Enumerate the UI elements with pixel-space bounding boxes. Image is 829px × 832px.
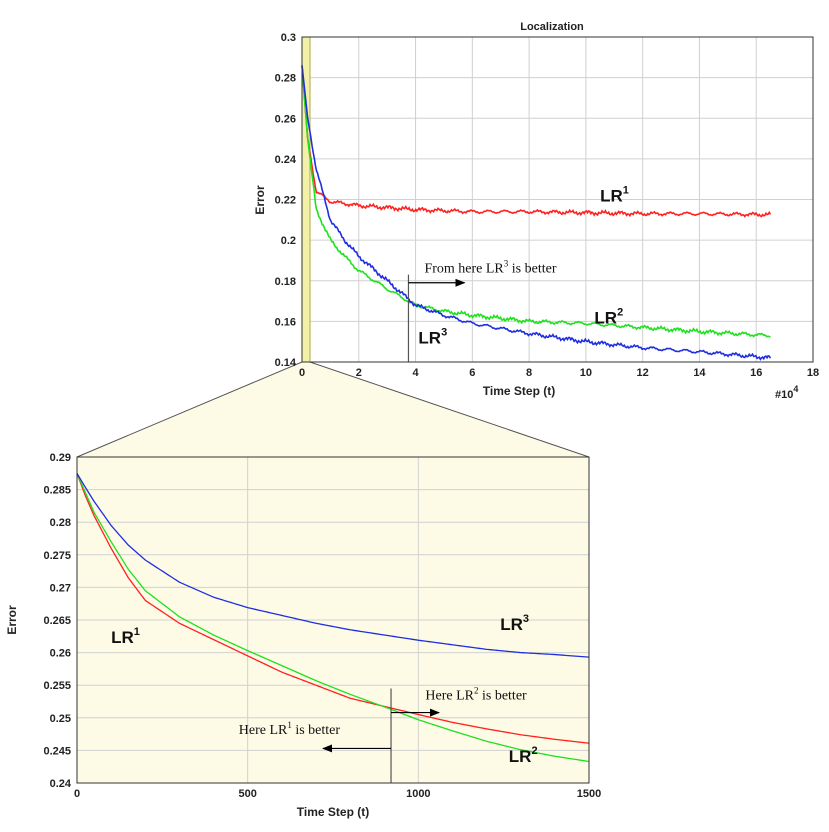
top-y-ticks: 0.14 0.16 0.18 0.2 0.22 0.24 0.26 0.28 0.3 [275,32,297,369]
bot-y-tick-7: 0.275 [43,550,71,562]
bot-y-tick-6: 0.27 [50,582,71,594]
bot-label-lr3: LR3 [500,613,529,634]
bot-y-tick-2: 0.25 [50,713,71,725]
top-x-tick-1: 2 [356,367,362,379]
bot-label-lr1-base: LR [111,628,134,647]
top-label-lr3-sup: 3 [441,327,447,339]
top-x-tick-6: 12 [637,367,649,379]
bot-y-tick-4: 0.26 [50,648,71,660]
bottom-x-ticks: 0 500 1000 1500 [74,788,601,800]
bot-label-lr1-sup: 1 [134,626,140,638]
top-y-tick-2: 0.18 [275,276,296,288]
bottom-annotation-1-post: is better [478,689,527,704]
bot-y-tick-0: 0.24 [50,778,72,790]
bottom-grid [76,456,590,784]
top-series-group [301,65,772,361]
top-label-lr1-base: LR [600,187,623,206]
bottom-x-axis-label: Time Step (t) [297,805,369,819]
bottom-chart: Here LR2 is better Here LR1 is better LR… [5,452,601,819]
bot-label-lr3-sup: 3 [523,613,529,625]
top-y-axis-label: Error [253,185,267,215]
bot-label-lr1: LR1 [111,626,140,647]
bottom-plot-frame [76,456,590,784]
top-annotation-post: is better [508,262,557,277]
top-label-lr2-sup: 2 [617,306,623,318]
top-label-lr2: LR2 [594,306,623,327]
top-y-tick-8: 0.3 [281,32,296,44]
zoom-wedge [76,361,590,458]
bottom-y-axis-label: Error [5,605,19,635]
bot-y-tick-10: 0.29 [50,452,71,464]
top-label-lr2-base: LR [594,308,617,327]
top-x-tick-5: 10 [580,367,592,379]
top-plot-frame [301,36,814,363]
top-x-tick-4: 8 [526,367,532,379]
top-y-tick-4: 0.22 [275,195,296,207]
top-x-tick-9: 18 [807,367,819,379]
top-x-ticks: 0 2 4 6 8 10 12 14 16 18 [299,367,819,379]
bot-y-tick-3: 0.255 [43,680,71,692]
top-x-multiplier-base: #10 [775,389,793,401]
top-annotation-sup: 3 [504,259,509,269]
bot-x-tick-0: 0 [74,788,80,800]
bot-x-tick-3: 1500 [577,788,601,800]
bot-label-lr2-base: LR [509,747,532,766]
top-series-lr1 [301,65,772,218]
bottom-y-ticks: 0.24 0.245 0.25 0.255 0.26 0.265 0.27 0.275 0.28… [43,452,71,790]
bot-label-lr2-sup: 2 [531,745,537,757]
top-label-lr3: LR3 [418,327,447,348]
bottom-annotation-text-2: Here LR1 is better [239,720,341,738]
top-x-multiplier-exp: 4 [793,384,798,394]
bot-x-tick-2: 1000 [406,788,430,800]
top-y-tick-5: 0.24 [275,154,297,166]
top-label-lr1-sup: 1 [623,185,629,197]
bottom-annotation-1-pre: Here LR [425,689,474,704]
top-label-lr3-base: LR [418,329,441,348]
top-x-axis-label: Time Step (t) [483,384,555,398]
top-chart-title: Localization [520,21,584,33]
top-annotation-text: From here LR3 is better [424,259,556,277]
bot-y-tick-5: 0.265 [43,615,71,627]
bot-label-lr2: LR2 [509,745,538,766]
bot-series-lr3 [76,472,590,658]
top-y-tick-3: 0.2 [281,235,296,247]
bot-y-tick-1: 0.245 [43,745,71,757]
bottom-annotation-text-1: Here LR2 is better [425,686,527,704]
top-x-tick-8: 16 [750,367,762,379]
top-y-tick-7: 0.28 [275,73,296,85]
bot-label-lr3-base: LR [500,615,523,634]
bottom-annotation-2-sup: 1 [287,720,292,730]
top-x-tick-0: 0 [299,367,305,379]
top-annotation-pre: From here LR [424,262,504,277]
top-y-tick-6: 0.26 [275,113,296,125]
top-x-tick-2: 4 [412,367,419,379]
top-x-tick-3: 6 [469,367,475,379]
bot-x-tick-1: 500 [238,788,256,800]
bottom-annotation-1-sup: 2 [474,686,479,696]
bot-series-lr2 [76,473,590,763]
top-series-lr2 [301,65,771,338]
top-x-multiplier: #104 [775,384,798,401]
top-series-lr3 [301,65,772,361]
bot-series-lr1 [76,473,590,744]
top-y-tick-1: 0.16 [275,316,296,328]
top-y-tick-0: 0.14 [275,357,297,369]
bot-y-tick-8: 0.28 [50,517,71,529]
bottom-annotation-2-post: is better [292,723,341,738]
top-label-lr1: LR1 [600,185,629,206]
bottom-annotation-2-pre: Here LR [239,723,288,738]
bot-y-tick-9: 0.285 [43,485,71,497]
top-x-tick-7: 14 [693,367,706,379]
bottom-series-group [76,472,590,763]
